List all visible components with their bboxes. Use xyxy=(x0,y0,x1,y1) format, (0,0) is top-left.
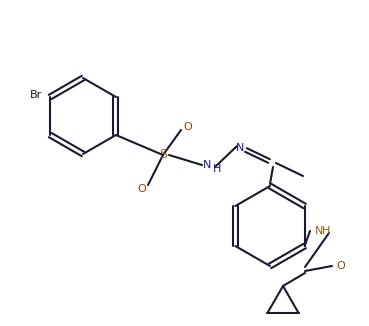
Text: Br: Br xyxy=(30,90,42,100)
Text: N: N xyxy=(236,143,244,153)
Text: N: N xyxy=(315,226,323,236)
Text: N: N xyxy=(203,160,211,170)
Text: S: S xyxy=(159,149,167,161)
Text: H: H xyxy=(322,226,330,236)
Text: H: H xyxy=(213,164,221,174)
Text: O: O xyxy=(183,122,192,132)
Text: O: O xyxy=(336,261,345,271)
Text: O: O xyxy=(137,184,146,194)
